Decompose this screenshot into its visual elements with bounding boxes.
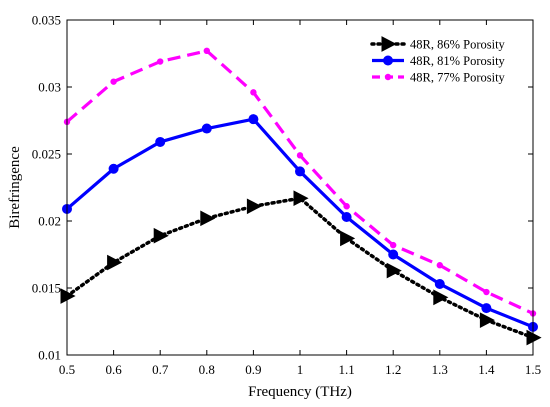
x-tick-label: 1.2 xyxy=(385,362,401,377)
x-tick-label: 1.5 xyxy=(525,362,541,377)
data-point xyxy=(386,262,402,279)
x-tick-label: 0.7 xyxy=(152,362,169,377)
data-point xyxy=(110,78,117,85)
data-point xyxy=(200,210,216,227)
y-tick-label: 0.02 xyxy=(38,214,61,229)
x-tick-label: 1.1 xyxy=(338,362,354,377)
data-point xyxy=(107,254,123,271)
data-point xyxy=(388,249,399,260)
legend: 48R, 86% Porosity 48R, 81% Porosity 48R, 7… xyxy=(370,36,506,85)
data-point xyxy=(343,203,350,210)
x-tick-label: 1.4 xyxy=(478,362,495,377)
data-point xyxy=(340,230,356,247)
tick-labels: 0.5 0.6 0.7 0.8 0.9 1 1.1 1.2 1.3 1.4 1.5 0.01 0.015… xyxy=(32,13,541,378)
series-group xyxy=(63,47,537,317)
legend-swatch-marker xyxy=(381,36,397,52)
y-tick-label: 0.015 xyxy=(32,281,61,296)
data-point xyxy=(108,163,119,174)
data-point xyxy=(295,166,305,177)
data-point xyxy=(248,114,259,125)
x-axis-title: Frequency (THz) xyxy=(248,384,352,400)
y-tick-label: 0.01 xyxy=(38,348,61,363)
data-point xyxy=(293,190,309,207)
data-point xyxy=(296,152,304,159)
series-group xyxy=(60,190,542,346)
y-axis-title: Birefringence xyxy=(7,146,23,229)
data-point xyxy=(433,289,449,306)
data-point xyxy=(246,198,262,215)
data-point xyxy=(341,211,352,222)
data-point xyxy=(201,123,212,134)
data-point xyxy=(479,312,495,328)
x-tick-label: 1.3 xyxy=(432,362,448,377)
data-point xyxy=(60,288,76,304)
legend-swatch-marker xyxy=(384,73,392,81)
data-point xyxy=(434,278,445,289)
x-tick-label: 0.8 xyxy=(199,362,215,377)
data-point xyxy=(155,136,166,147)
legend-label: 48R, 86% Porosity xyxy=(410,38,506,52)
x-tick-label: 0.5 xyxy=(59,362,75,377)
legend-label: 48R, 81% Porosity xyxy=(410,54,506,68)
data-point xyxy=(390,241,397,249)
data-point xyxy=(483,288,490,296)
data-point xyxy=(436,262,443,269)
data-point xyxy=(203,47,210,55)
data-point xyxy=(153,227,169,244)
axis-ticks xyxy=(66,19,534,356)
x-tick-label: 0.6 xyxy=(105,362,122,377)
x-tick-label: 1 xyxy=(297,362,304,377)
y-tick-label: 0.025 xyxy=(32,147,61,162)
data-point xyxy=(526,329,542,346)
data-point xyxy=(157,58,164,65)
legend-swatch-marker xyxy=(383,55,393,66)
data-point xyxy=(481,303,492,314)
x-tick-label: 0.9 xyxy=(245,362,261,377)
y-tick-label: 0.03 xyxy=(38,80,61,95)
legend-label: 48R, 77% Porosity xyxy=(410,71,506,85)
y-tick-label: 0.035 xyxy=(32,13,61,28)
data-point xyxy=(250,89,257,96)
